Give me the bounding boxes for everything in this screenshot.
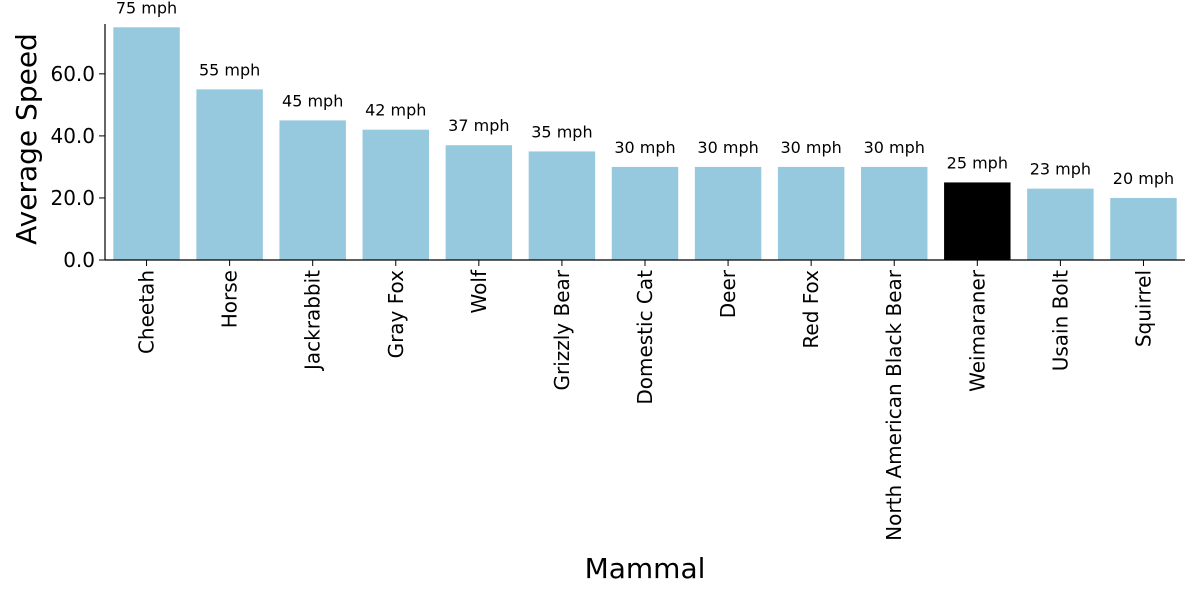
bar-deer	[694, 166, 762, 260]
y-tick-label: 60.0	[50, 62, 95, 86]
x-axis-title: Mammal	[585, 552, 706, 585]
bar-red-fox	[777, 166, 845, 260]
x-tick-label: Deer	[716, 269, 740, 318]
y-tick-label: 40.0	[50, 124, 95, 148]
x-tick-label: Grizzly Bear	[550, 269, 574, 390]
x-ticks-group: Cheetah Horse Jackrabbit Gray Fox Wolf Grizzl…	[135, 260, 1155, 541]
y-tick-label: 0.0	[63, 248, 95, 272]
x-tick-label: Weimaraner	[965, 269, 989, 392]
bar-north-american-black-bear	[861, 166, 928, 260]
data-label: 42 mph	[365, 101, 426, 120]
data-label: 75 mph	[116, 0, 177, 17]
bar-grizzly-bear	[528, 151, 596, 260]
bar-horse	[196, 89, 263, 260]
bar-gray-fox	[362, 129, 429, 260]
data-label: 37 mph	[448, 116, 509, 135]
x-tick-label: Squirrel	[1131, 270, 1155, 347]
x-tick-label: Jackrabbit	[301, 270, 325, 372]
data-labels-group: 75 mph 55 mph 45 mph 42 mph 37 mph 35 mph 30 m…	[116, 0, 1174, 188]
data-label: 45 mph	[282, 91, 343, 110]
bar-usain-bolt	[1027, 188, 1094, 260]
x-tick-label: Domestic Cat	[633, 270, 657, 405]
bar-squirrel	[1110, 197, 1177, 260]
x-tick-label: Cheetah	[135, 270, 159, 354]
bars-group	[113, 27, 1177, 260]
bar-jackrabbit	[279, 120, 346, 260]
data-label: 35 mph	[531, 122, 592, 141]
data-label: 55 mph	[199, 60, 260, 79]
y-ticks-group: 0.0 20.0 40.0 60.0	[50, 62, 105, 272]
x-tick-label: Horse	[218, 270, 242, 328]
bar-domestic-cat	[611, 166, 679, 260]
data-label: 30 mph	[614, 138, 675, 157]
data-label: 30 mph	[697, 138, 758, 157]
y-tick-label: 20.0	[50, 186, 95, 210]
x-tick-label: Gray Fox	[384, 270, 408, 359]
x-tick-label: Wolf	[467, 269, 491, 313]
data-label: 30 mph	[864, 138, 925, 157]
data-label: 20 mph	[1113, 169, 1174, 188]
data-label: 23 mph	[1030, 160, 1091, 179]
bar-weimaraner	[944, 182, 1011, 260]
bar-wolf	[445, 145, 513, 260]
x-tick-label: North American Black Bear	[882, 269, 906, 541]
data-label: 25 mph	[947, 153, 1008, 172]
bar-cheetah	[113, 27, 180, 260]
data-label: 30 mph	[780, 138, 841, 157]
x-tick-label: Red Fox	[799, 270, 823, 349]
y-axis-title: Average Speed	[10, 33, 43, 245]
x-tick-label: Usain Bolt	[1048, 270, 1072, 371]
